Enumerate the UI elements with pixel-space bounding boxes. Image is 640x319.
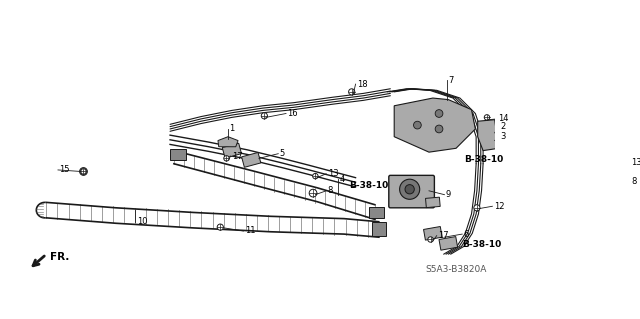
Circle shape <box>413 121 421 129</box>
Text: 1: 1 <box>230 124 235 133</box>
Text: 7: 7 <box>448 76 454 85</box>
Circle shape <box>399 179 420 199</box>
Circle shape <box>428 237 433 242</box>
FancyBboxPatch shape <box>388 175 435 208</box>
Polygon shape <box>241 152 261 167</box>
Text: 13: 13 <box>328 169 339 178</box>
Text: 8: 8 <box>632 177 637 186</box>
Text: FR.: FR. <box>51 252 70 262</box>
Text: 13: 13 <box>632 158 640 167</box>
Polygon shape <box>426 197 440 208</box>
Polygon shape <box>424 226 442 240</box>
Circle shape <box>435 125 443 133</box>
Circle shape <box>474 205 480 211</box>
Polygon shape <box>218 137 238 147</box>
Text: 9: 9 <box>446 190 451 199</box>
Polygon shape <box>369 207 384 218</box>
Circle shape <box>79 167 87 175</box>
Text: 15: 15 <box>60 166 70 174</box>
Circle shape <box>484 115 490 120</box>
Circle shape <box>313 174 318 179</box>
Text: S5A3-B3820A: S5A3-B3820A <box>426 264 487 273</box>
Text: 17: 17 <box>438 231 449 240</box>
Text: 11: 11 <box>245 226 255 235</box>
Polygon shape <box>477 120 499 151</box>
Text: 6: 6 <box>464 230 469 239</box>
Text: 18: 18 <box>357 80 368 89</box>
Circle shape <box>612 176 620 184</box>
Circle shape <box>217 224 223 230</box>
Circle shape <box>224 156 229 161</box>
Text: 3: 3 <box>500 132 506 141</box>
Polygon shape <box>170 149 186 160</box>
Text: B-38-10: B-38-10 <box>462 241 502 249</box>
Text: 16: 16 <box>287 109 298 118</box>
Polygon shape <box>222 143 241 158</box>
Polygon shape <box>439 237 458 250</box>
Polygon shape <box>372 222 386 236</box>
Circle shape <box>81 169 86 174</box>
Text: 10: 10 <box>137 217 147 226</box>
Text: 12: 12 <box>494 202 504 211</box>
Circle shape <box>309 189 317 197</box>
Text: B-38-10: B-38-10 <box>349 181 388 190</box>
Text: B-38-10: B-38-10 <box>464 155 503 164</box>
Text: 4: 4 <box>339 175 344 184</box>
Circle shape <box>613 160 619 165</box>
Circle shape <box>349 89 355 95</box>
Circle shape <box>435 110 443 117</box>
Text: 17: 17 <box>232 152 243 160</box>
Polygon shape <box>394 98 476 152</box>
Text: 14: 14 <box>499 115 509 123</box>
Text: 5: 5 <box>280 149 285 158</box>
Text: 2: 2 <box>500 122 506 131</box>
Circle shape <box>405 185 414 194</box>
Text: 8: 8 <box>328 186 333 195</box>
Circle shape <box>261 113 268 119</box>
